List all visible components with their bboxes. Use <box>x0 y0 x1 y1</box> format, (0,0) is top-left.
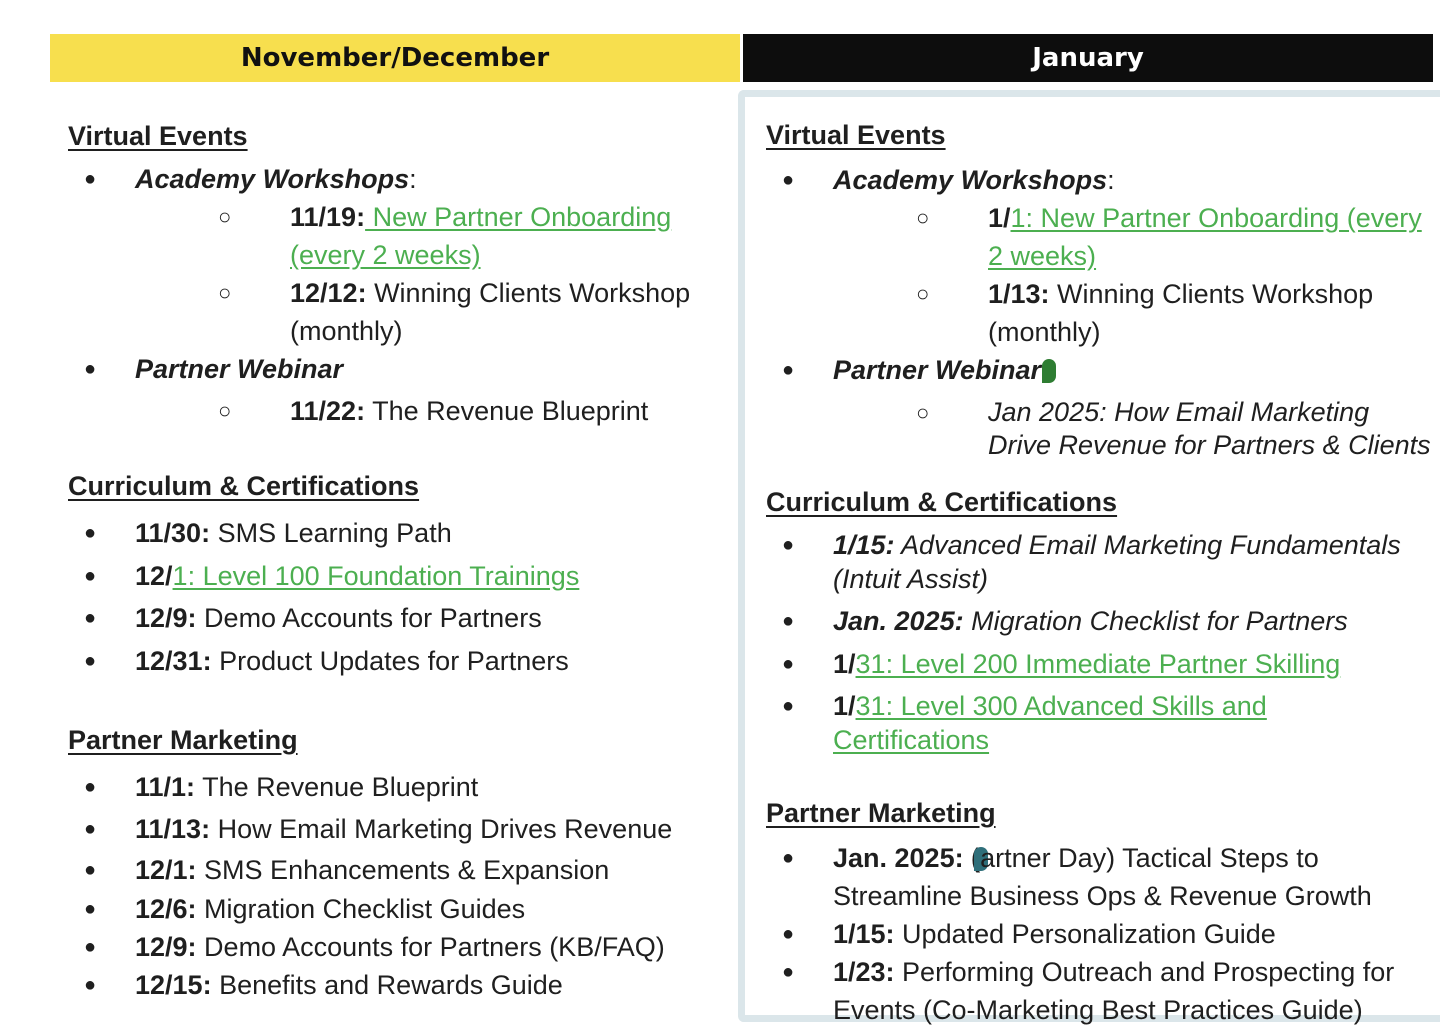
item-text: Product Updates for Partners <box>211 645 569 676</box>
item-text: (monthly) <box>988 317 1101 347</box>
list-item-partner-webinar: Partner Webinar <box>68 350 728 388</box>
item-text: Winning Clients Workshop <box>366 278 691 308</box>
date: 1/13: <box>988 279 1050 309</box>
list-item-winning-clients-workshop: 1/13: Winning Clients Workshop (monthly) <box>766 275 1440 351</box>
list-item: 11/30: SMS Learning Path <box>68 512 728 555</box>
november-december-column: Virtual Events Academy Workshops: 11/19:… <box>68 118 728 1004</box>
item-text: Benefits and Rewards Guide <box>211 970 563 1000</box>
list-item-revenue-blueprint: 11/22: The Revenue Blueprint <box>68 392 728 430</box>
item-text: (monthly) <box>290 316 403 346</box>
date: Jan. 2025: ( <box>833 843 981 873</box>
list-item-winning-clients-workshop: 12/12: Winning Clients Workshop (monthly) <box>68 274 728 350</box>
list-item-new-partner-onboarding: 1/1: New Partner Onboarding (every 2 week… <box>766 199 1440 275</box>
link-every-2-weeks[interactable]: (every 2 weeks) <box>290 240 481 270</box>
academy-workshops-label: Academy Workshops <box>833 165 1108 195</box>
list-item: 1/31: Level 300 Advanced Skills and Certi… <box>766 689 1440 757</box>
date: 11/22: <box>290 396 366 426</box>
date: 11/30: <box>135 518 211 548</box>
date: 12/9: <box>135 603 197 633</box>
list-item-partner-day: Jan. 2025: (artner Day) Tactical Steps t… <box>766 839 1440 915</box>
link-level-200[interactable]: 31: Level 200 Immediate Partner Skilling <box>855 649 1341 679</box>
date: 12/ <box>135 560 173 591</box>
item-text: SMS Learning Path <box>210 518 452 548</box>
date: 11/13: <box>135 814 211 844</box>
list-item: 1/15: Advanced Email Marketing Fundament… <box>766 528 1440 596</box>
section-title-partner-marketing: Partner Marketing <box>68 725 298 755</box>
date: 1/23: <box>833 957 895 987</box>
column-header-november-december: November/December <box>50 34 740 82</box>
list-item-partner-webinar: Partner Webinar <box>766 351 1440 389</box>
list-item: 12/9: Demo Accounts for Partners <box>68 597 728 640</box>
partner-webinar-label: Partner Webinar <box>135 354 344 384</box>
item-text: Events (Co-Marketing Best Practices Guid… <box>833 995 1363 1025</box>
list-item: 11/1: The Revenue Blueprint <box>68 766 728 808</box>
date: 12/9: <box>135 932 197 962</box>
date: 1/ <box>833 691 856 721</box>
item-text: The Revenue Blueprint <box>365 396 649 426</box>
item-text: Winning Clients Workshop <box>1049 279 1374 309</box>
colon: : <box>1107 165 1115 195</box>
link-2-weeks[interactable]: 2 weeks) <box>988 241 1097 271</box>
list-item: 1/15: Updated Personalization Guide <box>766 915 1440 953</box>
date: Jan. 2025: <box>833 606 964 636</box>
item-text: Jan 2025: How Email Marketing <box>988 397 1370 427</box>
item-text: Performing Outreach and Prospecting for <box>894 957 1395 987</box>
january-column: Virtual Events Academy Workshops: 1/1: N… <box>766 117 1440 1029</box>
item-text: The Revenue Blueprint <box>195 772 479 802</box>
item-text: Demo Accounts for Partners (KB/FAQ) <box>196 932 665 962</box>
item-text: artner Day) Tactical Steps to <box>980 843 1319 873</box>
list-item: 12/9: Demo Accounts for Partners (KB/FAQ… <box>68 928 728 966</box>
item-text: Migration Checklist for Partners <box>963 606 1348 636</box>
item-text: Migration Checklist Guides <box>196 894 526 924</box>
list-item: 1/31: Level 200 Immediate Partner Skilli… <box>766 647 1440 681</box>
link-new-partner-onboarding[interactable]: New Partner Onboarding <box>365 202 672 232</box>
link-new-partner-onboarding[interactable]: 1: New Partner Onboarding (every <box>1010 203 1422 233</box>
item-text: SMS Enhancements & Expansion <box>196 855 610 885</box>
partner-webinar-label: Partner Webinar <box>833 355 1042 385</box>
date: 11/1: <box>135 772 196 802</box>
item-text: (Intuit Assist) <box>833 564 989 594</box>
link-level-100-foundation-trainings[interactable]: 1: Level 100 Foundation Trainings <box>172 560 580 591</box>
date: 12/15: <box>135 970 212 1000</box>
section-title-curriculum: Curriculum & Certifications <box>766 487 1118 517</box>
list-item: 12/1: SMS Enhancements & Expansion <box>68 850 728 890</box>
list-item-academy-workshops: Academy Workshops: <box>68 160 728 198</box>
date: 12/12: <box>290 278 367 308</box>
item-text: Drive Revenue for Partners & Clients <box>988 430 1431 460</box>
section-title-partner-marketing: Partner Marketing <box>766 798 996 828</box>
section-title-virtual-events: Virtual Events <box>766 120 946 150</box>
comment-marker-icon[interactable] <box>974 847 989 871</box>
date: 1/15: <box>833 530 895 560</box>
comment-marker-icon[interactable] <box>1042 359 1057 383</box>
item-text: Streamline Business Ops & Revenue Growth <box>833 881 1372 911</box>
link-certifications[interactable]: Certifications <box>833 725 990 755</box>
colon: : <box>409 164 417 194</box>
column-header-january: January <box>743 34 1433 82</box>
date: 12/31: <box>135 645 212 676</box>
link-level-300[interactable]: 31: Level 300 Advanced Skills and <box>855 691 1267 721</box>
list-item-new-partner-onboarding: 11/19: New Partner Onboarding (every 2 we… <box>68 198 728 274</box>
list-item-academy-workshops: Academy Workshops: <box>766 161 1440 199</box>
date: 12/1: <box>135 855 197 885</box>
list-item: 1/23: Performing Outreach and Prospectin… <box>766 953 1440 1029</box>
list-item: 11/13: How Email Marketing Drives Revenu… <box>68 808 728 850</box>
list-item: Jan. 2025: Migration Checklist for Partn… <box>766 604 1440 638</box>
list-item: 12/6: Migration Checklist Guides <box>68 890 728 928</box>
date: 1/ <box>833 649 856 679</box>
date: 11/19: <box>290 202 366 232</box>
section-title-virtual-events: Virtual Events <box>68 121 248 151</box>
item-text: How Email Marketing Drives Revenue <box>210 814 673 844</box>
academy-workshops-label: Academy Workshops <box>135 164 410 194</box>
list-item: 12/31: Product Updates for Partners <box>68 640 728 683</box>
item-text: Advanced Email Marketing Fundamentals <box>894 530 1401 560</box>
date: 1/15: <box>833 919 895 949</box>
item-text: Demo Accounts for Partners <box>196 603 542 633</box>
item-text: Updated Personalization Guide <box>894 919 1276 949</box>
date: 1/ <box>988 203 1011 233</box>
date: 12/6: <box>135 894 197 924</box>
list-item: 12/1: Level 100 Foundation Trainings <box>68 555 728 598</box>
list-item: 12/15: Benefits and Rewards Guide <box>68 966 728 1004</box>
section-title-curriculum: Curriculum & Certifications <box>68 471 420 501</box>
